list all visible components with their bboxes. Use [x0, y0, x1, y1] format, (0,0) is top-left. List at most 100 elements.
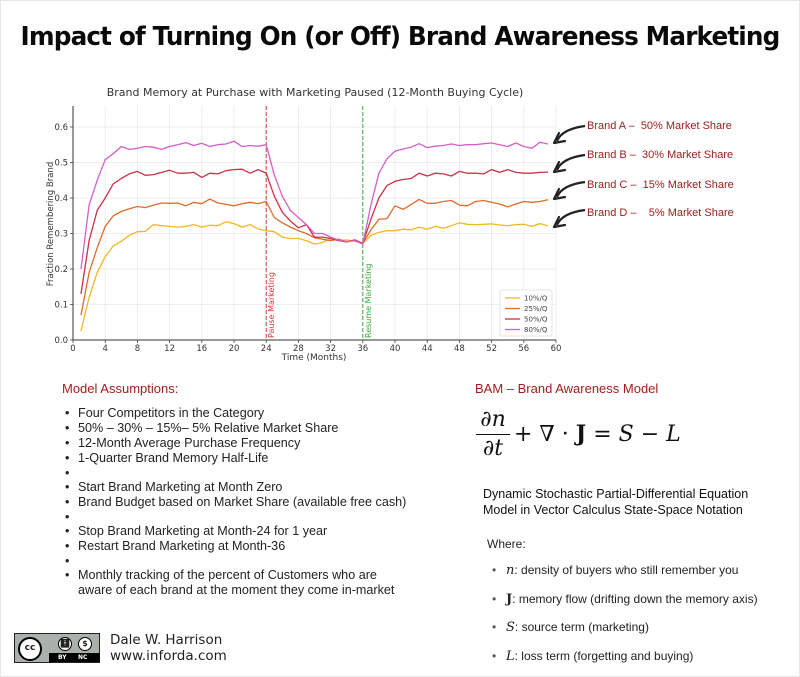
fraction-bar [476, 434, 510, 435]
term-symbol: J [506, 591, 513, 607]
chart-series [80, 140, 549, 332]
spacer [62, 510, 406, 525]
x-tick-label: 4 [102, 344, 107, 354]
line-chart: Brand Memory at Purchase with Marketing … [46, 86, 586, 363]
chart-axes: 0 4 8 12 16 20 24 28 32 36 40 44 48 52 56 600.00.10.20.… [54, 106, 561, 354]
arrowhead-icon [552, 215, 567, 229]
cc-license-badge: cc 🚹︎ $ BY NC [14, 633, 100, 663]
equation-rhs: + ∇ · J = S − L [514, 421, 681, 447]
partial-derivative-fraction: ∂n ∂t [476, 408, 510, 461]
description-line-2: Model in Vector Calculus State-Space Not… [483, 503, 743, 517]
term-symbol: S [506, 620, 515, 635]
y-tick-label: 0.3 [54, 230, 68, 240]
assumption-line-2: aware of each brand at the moment they c… [78, 583, 395, 597]
x-tick-label: 24 [261, 344, 272, 354]
y-tick-label: 0.2 [54, 265, 68, 275]
assumption-item: Start Brand Marketing at Month Zero [62, 480, 406, 495]
minus-sign: − [633, 422, 667, 447]
callout-brand-a: Brand A – 50% Market Share [587, 120, 732, 132]
author-website: www.inforda.com [110, 648, 227, 664]
term-item: L: loss term (forgetting and buying) [492, 642, 758, 671]
legend-label: 10%/Q [524, 295, 548, 303]
assumption-item: Four Competitors in the Category [62, 406, 406, 421]
assumption-item: 1-Quarter Brand Memory Half-Life [62, 451, 406, 466]
where-label: Where: [487, 537, 526, 551]
arrowhead-icon [552, 160, 567, 174]
series-line [80, 198, 549, 316]
series-line [80, 221, 549, 332]
assumption-item: Monthly tracking of the percent of Custo… [62, 568, 406, 598]
y-tick-label: 0.1 [54, 301, 68, 311]
chart-title: Brand Memory at Purchase with Marketing … [107, 86, 524, 99]
callout-arrow-icon [555, 180, 586, 198]
x-tick-label: 16 [196, 344, 207, 354]
assumptions-title: Model Assumptions: [62, 381, 179, 396]
callout-arrow-icon [555, 124, 586, 142]
x-tick-label: 12 [164, 344, 175, 354]
x-tick-label: 56 [518, 344, 529, 354]
term-symbol: L [506, 648, 515, 664]
model-description: Dynamic Stochastic Partial-Differential … [483, 486, 748, 518]
term-definitions: n: density of buyers who still remember … [492, 556, 758, 670]
author-block: Dale W. Harrison www.inforda.com [110, 632, 227, 664]
assumption-item: Stop Brand Marketing at Month-24 for 1 y… [62, 524, 406, 539]
x-tick-label: 36 [357, 344, 368, 354]
x-tick-label: 44 [422, 344, 433, 354]
series-line [80, 140, 549, 270]
by-label: BY [58, 654, 67, 661]
model-title: BAM – Brand Awareness Model [475, 381, 659, 396]
y-tick-label: 0.0 [54, 336, 68, 346]
term-item: J: memory flow (drifting down the memory… [492, 585, 758, 614]
y-tick-label: 0.4 [54, 194, 68, 204]
term-symbol: n [506, 563, 515, 578]
spacer [62, 466, 406, 481]
x-tick-label: 48 [454, 344, 465, 354]
x-tick-label: 60 [551, 344, 562, 354]
equals-sign: = [586, 422, 619, 447]
y-tick-label: 0.6 [54, 123, 68, 133]
callout-brand-b: Brand B – 30% Market Share [587, 149, 734, 161]
callout-brand-d: Brand D – 5% Market Share [587, 207, 734, 219]
x-tick-label: 0 [70, 344, 75, 354]
y-tick-label: 0.5 [54, 159, 68, 169]
noncommercial-dollar-icon: $ [78, 637, 92, 651]
nc-label: NC [78, 654, 88, 661]
attribution-person-icon: 🚹︎ [58, 637, 72, 651]
numerator: ∂n [480, 407, 506, 432]
assumption-line-1: Monthly tracking of the percent of Custo… [78, 568, 377, 582]
assumption-item: 12-Month Average Purchase Frequency [62, 436, 406, 451]
x-tick-label: 40 [390, 344, 401, 354]
legend-box [499, 289, 553, 337]
term-text: : density of buyers who still remember y… [514, 563, 739, 577]
event-label: Pause Marketing [267, 272, 276, 338]
symbol-L: L [666, 422, 681, 447]
divergence-operator: + ∇ · [514, 422, 576, 447]
callout-brand-c: Brand C – 15% Market Share [587, 179, 734, 191]
assumptions-list: Four Competitors in the Category 50% – 3… [62, 406, 406, 598]
event-label: Resume Marketing [364, 264, 373, 339]
term-text: : memory flow (drifting down the memory … [512, 591, 758, 606]
description-line-1: Dynamic Stochastic Partial-Differential … [483, 487, 749, 501]
term-text: : loss term (forgetting and buying) [514, 648, 694, 663]
legend-label: 50%/Q [524, 316, 548, 324]
license-strip: BY NC [49, 653, 100, 662]
term-text: : source term (marketing) [514, 620, 649, 634]
cc-icon: cc [18, 637, 42, 661]
callout-arrows [552, 124, 586, 229]
x-tick-label: 20 [229, 344, 240, 354]
series-line [80, 168, 549, 294]
arrowhead-icon [552, 187, 567, 201]
assumption-item: 50% – 30% – 15%– 5% Relative Market Shar… [62, 421, 406, 436]
x-tick-label: 8 [135, 344, 140, 354]
spacer [62, 554, 406, 569]
term-item: S: source term (marketing) [492, 613, 758, 642]
legend-label: 80%/Q [524, 326, 548, 334]
denominator: ∂t [482, 436, 504, 461]
y-axis-label: Fraction Remembering Brand [46, 162, 56, 286]
legend-label: 25%/Q [524, 305, 548, 313]
x-tick-label: 52 [486, 344, 497, 354]
symbol-J: J [575, 421, 587, 447]
callout-arrow-icon [555, 153, 586, 171]
chart-grid [72, 106, 557, 341]
x-axis-label: Time (Months) [281, 353, 347, 363]
